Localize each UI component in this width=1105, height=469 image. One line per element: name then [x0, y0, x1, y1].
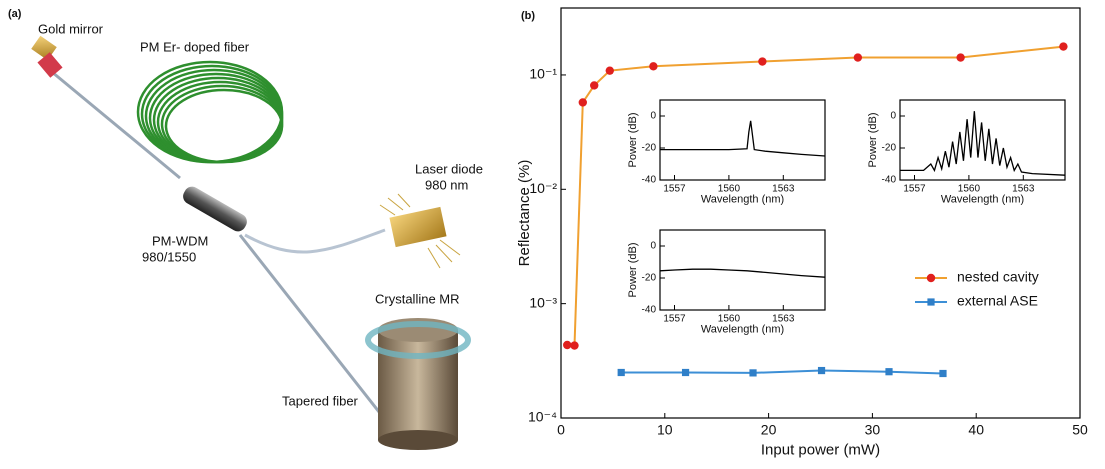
- y-axis-label: Power (dB): [627, 112, 639, 167]
- connector: [37, 52, 62, 78]
- fiber-coil: [138, 62, 282, 162]
- label: PM-WDM: [152, 233, 208, 248]
- label: Crystalline MR: [375, 291, 460, 306]
- data-point: [885, 368, 892, 375]
- x-tick-label: 1557: [663, 314, 686, 325]
- data-point: [939, 370, 946, 377]
- y-axis-label: Power (dB): [867, 112, 879, 167]
- x-tick-label: 0: [557, 421, 565, 437]
- y-tick-label: -40: [642, 175, 657, 186]
- legend-label: external ASE: [957, 293, 1038, 309]
- data-point: [579, 98, 587, 106]
- x-axis-label: Wavelength (nm): [701, 324, 784, 336]
- data-point: [818, 367, 825, 374]
- plot-area: [900, 100, 1065, 180]
- data-point: [758, 57, 766, 65]
- y-tick-label: 0: [890, 111, 896, 122]
- y-tick-label: -20: [882, 143, 897, 154]
- label: Laser diode: [415, 161, 483, 176]
- legend-marker: [927, 274, 935, 282]
- mr-mount: [378, 330, 458, 440]
- label: 980/1550: [142, 249, 196, 264]
- x-tick-label: 10: [657, 421, 673, 437]
- x-axis-label: Wavelength (nm): [701, 194, 784, 206]
- x-tick-label: 20: [761, 421, 777, 437]
- y-tick-label: 0: [650, 111, 656, 122]
- data-point: [682, 369, 689, 376]
- x-axis-label: Input power (mW): [761, 441, 880, 458]
- y-tick-label: -20: [642, 143, 657, 154]
- plot-area: [561, 8, 1080, 418]
- legend-marker: [927, 298, 934, 305]
- legend-label: nested cavity: [957, 269, 1039, 285]
- data-point: [1059, 42, 1067, 50]
- label: Gold mirror: [38, 21, 104, 36]
- data-point: [606, 66, 614, 74]
- data-point: [956, 53, 964, 61]
- data-point: [854, 53, 862, 61]
- y-tick-label: -40: [642, 305, 657, 316]
- data-point: [618, 369, 625, 376]
- x-tick-label: 1557: [903, 184, 926, 195]
- label: 980 nm: [425, 177, 468, 192]
- panel-label: (a): [8, 8, 22, 20]
- y-axis-label: Power (dB): [627, 242, 639, 297]
- data-point: [749, 369, 756, 376]
- data-point: [570, 341, 578, 349]
- x-tick-label: 30: [865, 421, 881, 437]
- fiber: [245, 230, 385, 252]
- y-tick-label: 10⁻¹: [529, 66, 557, 82]
- laser-diode: [389, 207, 446, 247]
- data-point: [649, 62, 657, 70]
- data-point: [590, 81, 598, 89]
- y-tick-label: 10⁻²: [529, 180, 557, 196]
- y-tick-label: 0: [650, 241, 656, 252]
- x-tick-label: 1557: [663, 184, 686, 195]
- y-tick-label: -20: [642, 273, 657, 284]
- wdm: [180, 184, 250, 235]
- y-tick-label: 10⁻³: [529, 294, 557, 310]
- y-axis-label: Reflectance (%): [516, 160, 533, 267]
- panel-label: (b): [521, 10, 535, 22]
- x-axis-label: Wavelength (nm): [941, 194, 1024, 206]
- y-tick-label: 10⁻⁴: [528, 409, 557, 425]
- label: Tapered fiber: [282, 393, 359, 408]
- schematic: [31, 36, 468, 450]
- data-point: [563, 341, 571, 349]
- mr-base: [378, 430, 458, 450]
- label: PM Er- doped fiber: [140, 39, 250, 54]
- y-tick-label: -40: [882, 175, 897, 186]
- x-tick-label: 50: [1072, 421, 1088, 437]
- x-tick-label: 40: [968, 421, 984, 437]
- plot-area: [660, 100, 825, 180]
- figure: (a) Gold mirror PM Er- doped fiber Laser…: [0, 0, 1105, 469]
